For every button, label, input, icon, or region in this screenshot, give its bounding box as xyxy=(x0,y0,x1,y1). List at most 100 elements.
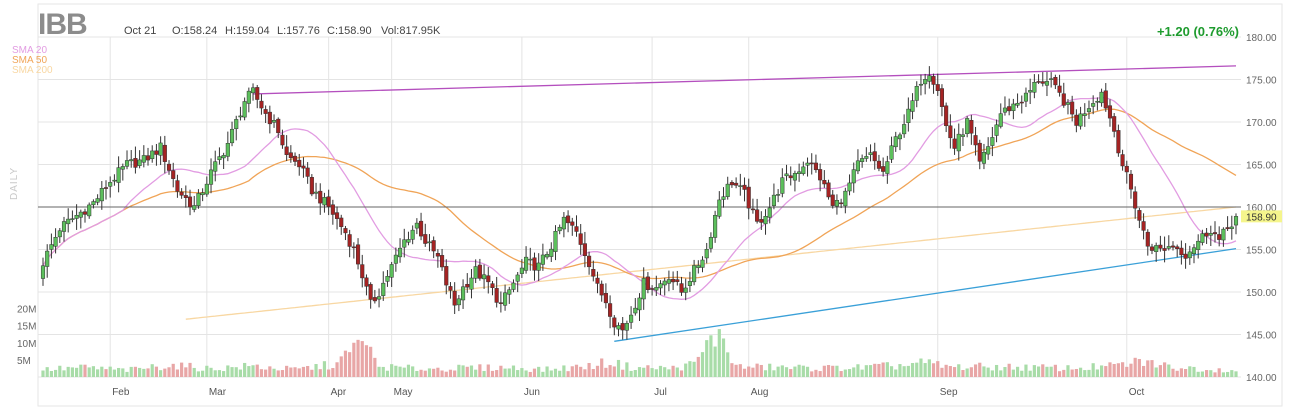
candle-up xyxy=(918,83,923,86)
candle-up xyxy=(738,185,743,187)
candle-up xyxy=(141,155,146,163)
legend-sma-200: SMA 200 xyxy=(12,65,53,76)
candle-down xyxy=(423,234,428,244)
volume-bar xyxy=(54,369,58,377)
volume-bar xyxy=(83,364,87,377)
volume-bar xyxy=(423,370,427,377)
volume-bar xyxy=(629,370,633,377)
candle-down xyxy=(1149,246,1155,251)
volume-bar xyxy=(532,368,537,377)
candle-up xyxy=(99,188,104,202)
candle-up xyxy=(805,162,810,166)
y-axis-tick-label: 160.00 xyxy=(1246,203,1277,214)
volume-bar xyxy=(751,367,755,377)
candle-down xyxy=(566,215,571,224)
candle-down xyxy=(1225,227,1230,230)
candle-down xyxy=(1133,191,1138,209)
volume-bar xyxy=(826,365,831,377)
volume-bar xyxy=(637,367,642,377)
candle-down xyxy=(1128,173,1134,190)
candle-down xyxy=(494,288,499,303)
x-axis-tick-label: Jun xyxy=(524,387,540,398)
volume-bar xyxy=(1003,367,1007,377)
candle-up xyxy=(860,158,865,163)
y-axis-tick-label: 150.00 xyxy=(1246,288,1277,299)
candle-up xyxy=(1200,233,1205,243)
candle-down xyxy=(570,221,575,226)
candle-up xyxy=(1196,240,1201,250)
volume-bar xyxy=(986,367,990,377)
volume-bar xyxy=(658,365,663,377)
volume-bar xyxy=(129,366,133,377)
volume-bar xyxy=(343,350,348,377)
volume-bar xyxy=(965,368,969,377)
volume-bar xyxy=(621,369,625,377)
volume-axis-tick-label: 10M xyxy=(17,339,36,350)
candle-down xyxy=(166,163,172,171)
volume-bar xyxy=(1230,370,1234,377)
volume-bar xyxy=(133,366,138,377)
trendlines xyxy=(38,65,1241,342)
candle-down xyxy=(486,275,491,283)
volume-bar xyxy=(545,366,549,377)
candle-up xyxy=(116,167,121,183)
candle-down xyxy=(284,146,289,155)
candle-up xyxy=(545,254,550,258)
volume-bar xyxy=(688,361,692,377)
candle-up xyxy=(721,196,726,200)
sma-200-line xyxy=(185,206,1237,320)
candle-down xyxy=(952,138,957,149)
candle-down xyxy=(347,234,352,247)
volume-bar xyxy=(978,362,982,377)
volume-bar xyxy=(734,364,738,377)
candle-down xyxy=(465,284,470,288)
volume-bar xyxy=(398,366,402,377)
candle-up xyxy=(553,230,558,252)
candle-down xyxy=(1036,81,1041,83)
volume-bar xyxy=(1036,366,1041,377)
candle-up xyxy=(767,207,772,218)
volume-bar xyxy=(385,370,390,377)
candle-up xyxy=(1099,91,1104,104)
volume-bar xyxy=(910,363,915,377)
volume-bar xyxy=(1099,365,1104,377)
candle-down xyxy=(259,100,264,109)
volume-bar xyxy=(381,366,385,377)
candle-down xyxy=(440,255,445,268)
volume-bar xyxy=(1150,360,1154,377)
volume-bar xyxy=(1129,363,1133,377)
candle-down xyxy=(876,160,881,169)
volume-bar xyxy=(45,367,49,377)
candle-up xyxy=(637,297,642,311)
candle-up xyxy=(234,119,239,129)
volume-bar xyxy=(1125,366,1129,377)
candle-up xyxy=(633,307,638,314)
volume-bar xyxy=(814,369,818,377)
candle-down xyxy=(133,158,138,168)
moving-averages xyxy=(42,96,1237,320)
volume-bar xyxy=(768,363,772,377)
candle-up xyxy=(708,237,713,249)
candle-up xyxy=(713,215,718,238)
volume-bar xyxy=(1057,371,1062,377)
candle-up xyxy=(213,161,218,172)
volume-bar xyxy=(868,365,873,377)
candle-down xyxy=(759,219,764,223)
candle-up xyxy=(389,264,394,278)
volume-bar xyxy=(600,358,604,377)
candle-down xyxy=(587,255,592,268)
volume-bar xyxy=(503,368,507,377)
volume-bar xyxy=(982,366,986,377)
candle-down xyxy=(1112,116,1117,132)
quote-volume: Vol:817.95K xyxy=(381,25,441,37)
candle-down xyxy=(1103,90,1108,109)
candle-down xyxy=(297,159,302,168)
candle-up xyxy=(771,194,776,206)
candle-down xyxy=(969,120,974,134)
volume-bar xyxy=(570,366,574,377)
candle-down xyxy=(1116,130,1121,154)
candle-up xyxy=(402,239,407,248)
candle-down xyxy=(372,297,377,302)
volume-bar xyxy=(474,369,478,377)
candle-down xyxy=(477,264,482,279)
